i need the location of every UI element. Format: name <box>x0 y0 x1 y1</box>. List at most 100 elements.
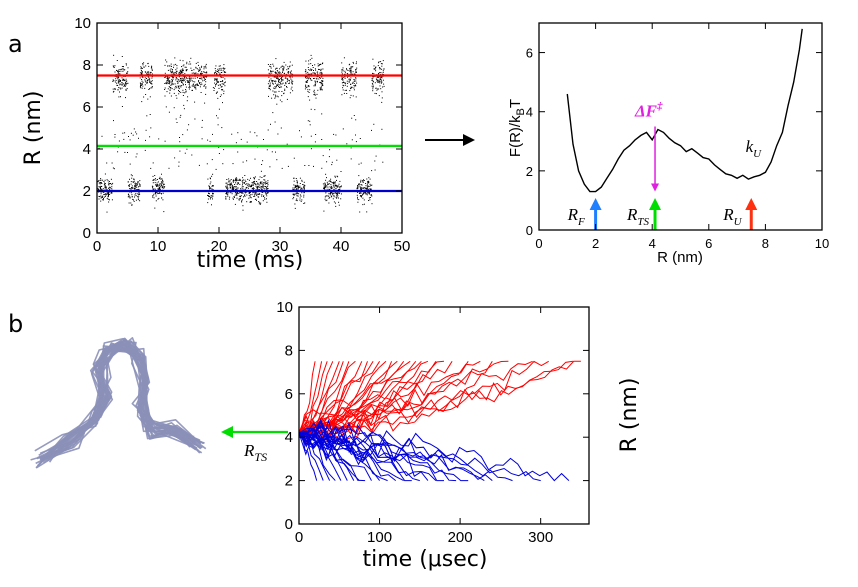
trajectory-point <box>281 167 283 169</box>
trajectory-point <box>133 199 134 201</box>
trajectory-point <box>374 68 376 70</box>
trajectory-point <box>131 175 133 177</box>
trajectory-point <box>255 192 257 194</box>
trajectory-point <box>242 205 244 207</box>
trajectory-point <box>317 71 319 73</box>
trajectory-point <box>250 186 252 188</box>
trajectory-point <box>166 83 168 85</box>
trajectory-point <box>174 87 176 89</box>
trajectory-point <box>286 98 288 100</box>
trajectory-point <box>278 81 280 83</box>
trajectory-point <box>278 80 279 82</box>
trajectory-point <box>104 195 106 197</box>
trajectory-point <box>235 182 237 184</box>
trajectory-point <box>118 96 120 98</box>
trajectory-point <box>301 179 303 181</box>
trajectory-point <box>319 69 321 70</box>
trajectory-point <box>123 85 125 87</box>
trajectory-point <box>152 196 154 198</box>
trajectory-point <box>152 162 154 164</box>
trajectory-point <box>149 73 151 75</box>
trajectory-point <box>280 66 282 68</box>
trajectory-point <box>371 170 373 172</box>
trajectory-point <box>114 136 116 138</box>
trajectory-point <box>321 88 323 90</box>
trajectory-point <box>363 180 365 181</box>
trajectory-point <box>323 187 324 189</box>
trajectory-point <box>307 73 309 75</box>
trajectory-point <box>284 88 286 90</box>
trajectory-point <box>326 185 328 187</box>
trajectory-point <box>293 177 295 179</box>
trajectory-point <box>212 189 214 191</box>
trajectory-point <box>159 192 161 194</box>
trajectory-point <box>222 67 224 69</box>
trajectory-point <box>154 192 156 193</box>
trajectory-point <box>248 192 250 194</box>
trajectory-point <box>130 202 132 204</box>
trajectory-point <box>183 104 185 106</box>
trajectory-point <box>160 178 162 180</box>
trajectory-point <box>362 187 364 189</box>
trajectory-point <box>137 189 139 190</box>
trajectory-point <box>361 188 363 190</box>
trajectory-point <box>231 193 233 195</box>
trajectory-point <box>341 78 343 80</box>
trajectory-point <box>300 136 302 138</box>
trajectory-point <box>224 78 226 80</box>
trajectory-point <box>378 80 380 82</box>
trajectory-point <box>195 84 197 86</box>
trajectory-point <box>263 139 264 140</box>
trajectory-point <box>208 195 210 197</box>
trajectory-point <box>275 96 277 98</box>
trajectory-point <box>353 83 355 84</box>
trajectory-point <box>123 69 125 71</box>
trajectory-point <box>123 83 125 85</box>
trajectory-point <box>277 83 279 85</box>
trajectory-point <box>224 67 226 69</box>
trajectory-point <box>258 193 260 195</box>
trajectory-point <box>235 180 237 182</box>
trajectory-point <box>246 141 248 143</box>
trajectory-point <box>114 88 116 90</box>
trajectory-point <box>269 82 271 84</box>
trajectory-point <box>272 83 274 85</box>
x-tick-label: 200 <box>448 529 473 546</box>
trajectory-point <box>267 64 269 65</box>
trajectory-point <box>254 182 256 184</box>
trajectory-point <box>243 182 245 184</box>
trajectory-point <box>232 186 234 188</box>
trajectory-point <box>209 188 211 190</box>
trajectory-point <box>217 117 219 119</box>
trajectory-point <box>359 193 361 194</box>
trajectory-point <box>178 73 180 75</box>
trajectory-point <box>146 73 148 75</box>
trajectory-point <box>362 197 364 199</box>
trajectory-point <box>199 68 201 70</box>
trajectory-point <box>179 71 180 73</box>
trajectory-point <box>106 179 108 181</box>
trajectory-point <box>318 78 320 80</box>
trajectory-point <box>127 196 129 198</box>
trajectory-point <box>139 82 141 84</box>
transition-arrow <box>425 134 475 146</box>
trajectory-point <box>190 80 191 82</box>
trajectory-point <box>113 66 115 68</box>
trajectory-point <box>342 70 344 72</box>
trajectory-point <box>349 70 351 72</box>
trajectory-point <box>101 183 103 184</box>
trajectory-point <box>246 160 248 162</box>
trajectory-point <box>195 86 197 88</box>
trajectory-point <box>310 73 312 75</box>
trajectory-point <box>172 71 174 73</box>
trajectory-point <box>278 79 280 80</box>
trajectory-point <box>366 194 368 196</box>
trajectory-point <box>234 203 236 205</box>
trajectory-point <box>115 78 117 80</box>
trajectory-point <box>222 102 223 104</box>
trajectory-point <box>173 92 175 94</box>
trajectory-point <box>239 178 241 180</box>
trajectory-point <box>164 72 166 74</box>
trajectory-point <box>272 90 274 92</box>
trajectory-point <box>190 77 192 79</box>
